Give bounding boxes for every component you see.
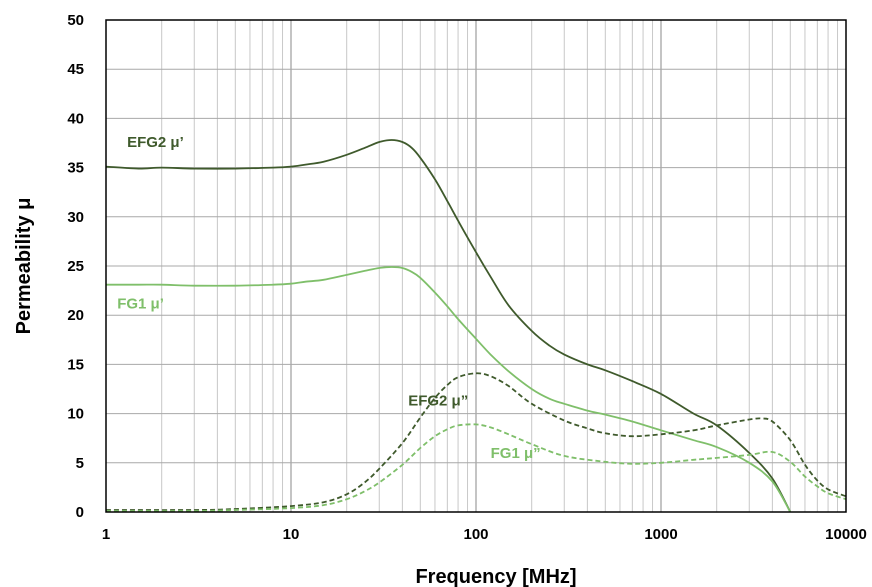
y-tick-label: 0 <box>76 504 84 521</box>
x-axis-title: Frequency [MHz] <box>415 566 576 587</box>
x-tick-labels: 1 10 100 1000 10000 <box>102 526 867 543</box>
y-tick-labels: 0 5 10 15 20 25 30 35 40 45 50 <box>67 12 84 521</box>
y-tick-label: 40 <box>67 110 84 127</box>
y-tick-label: 30 <box>67 209 84 226</box>
series-annotation-4: FG1 μ” <box>491 445 541 462</box>
plot-frame <box>105 19 847 513</box>
y-tick-label: 5 <box>76 455 84 472</box>
y-tick-label: 25 <box>67 258 84 275</box>
y-tick-label: 35 <box>67 160 84 177</box>
y-tick-label: 45 <box>67 61 84 78</box>
series-line-1 <box>105 139 792 513</box>
y-tick-label: 10 <box>67 406 84 423</box>
series-annotations: EFG2 μ’ FG1 μ’ EFG2 μ” FG1 μ” <box>117 134 540 462</box>
series-annotation-2: FG1 μ’ <box>117 295 164 312</box>
series-line-4 <box>105 423 847 512</box>
series-layer <box>105 139 847 513</box>
series-line-2 <box>105 266 792 513</box>
series-line-3 <box>105 372 847 511</box>
x-tick-label: 10 <box>283 526 300 543</box>
y-tick-label: 20 <box>67 307 84 324</box>
x-tick-label: 10000 <box>825 526 867 543</box>
series-annotation-1: EFG2 μ’ <box>127 134 184 151</box>
y-tick-label: 50 <box>67 12 84 29</box>
series-annotation-3: EFG2 μ” <box>408 393 468 410</box>
x-tick-label: 1 <box>102 526 110 543</box>
x-tick-label: 100 <box>463 526 488 543</box>
y-tick-label: 15 <box>67 356 84 373</box>
y-axis-title: Permeability μ <box>13 198 35 335</box>
x-tick-label: 1000 <box>644 526 677 543</box>
